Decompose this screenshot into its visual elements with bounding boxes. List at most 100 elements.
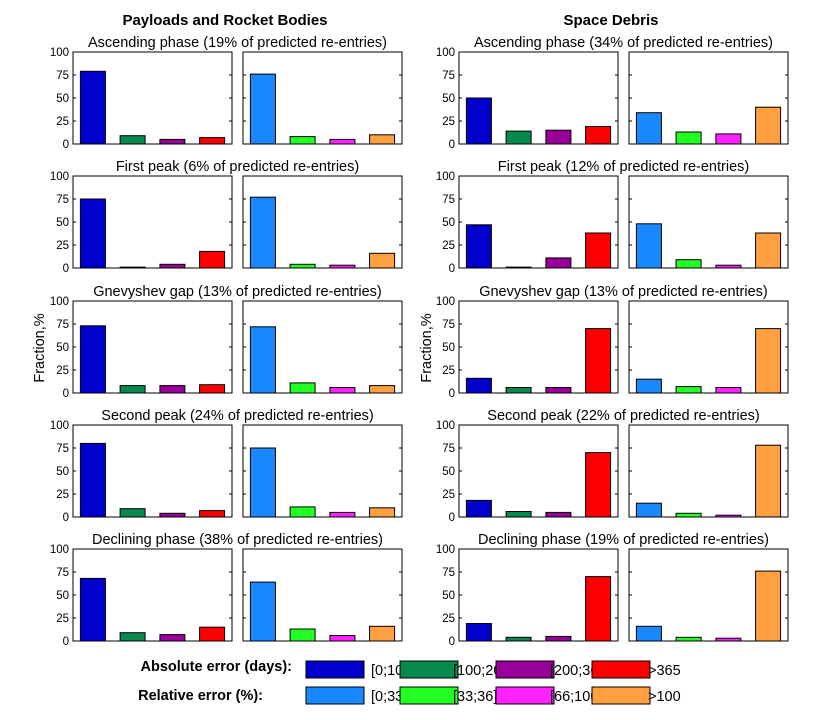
bar [505,130,532,145]
y-tick-label: 75 [56,70,69,82]
legend-rel-heading: Relative error (%): [138,688,263,704]
y-tick-label: 50 [56,93,69,105]
y-tick-label: 75 [56,443,69,455]
bar [289,263,316,269]
y-tick-label: 50 [442,590,455,602]
y-tick-label: 100 [436,171,455,183]
bar [465,499,492,518]
bar [755,570,782,642]
bar [369,252,396,269]
bar [635,502,662,518]
bar [585,576,612,642]
bar [465,623,492,642]
y-tick-label: 25 [56,240,69,252]
panel-title: Ascending phase (34% of predicted re-ent… [474,35,773,51]
bar [505,266,532,269]
panel-title: Second peak (24% of predicted re-entries… [101,408,373,424]
y-tick-label: 100 [50,171,69,183]
bar [199,250,226,269]
bar [199,137,226,145]
bar [755,444,782,518]
bar [675,636,702,642]
bar [369,625,396,642]
legend-label: [66;100] [550,689,602,705]
legend-swatch [591,686,651,705]
bar [755,106,782,145]
bar [715,264,742,269]
bar [545,387,572,394]
y-tick-label: 0 [63,636,69,648]
bar [289,506,316,518]
bar [545,511,572,518]
bar [585,452,612,518]
bar [119,266,146,269]
y-tick-label: 0 [63,139,69,151]
y-tick-label: 75 [56,567,69,579]
y-axis-label-right: Fraction,% [419,313,435,382]
bar [79,577,106,642]
y-tick-label: 0 [449,139,455,151]
legend-swatch [399,686,459,705]
bar [119,632,146,642]
bar [289,382,316,394]
bar [675,386,702,394]
bar [715,637,742,642]
bar [465,97,492,145]
bar [329,635,356,642]
y-tick-label: 75 [442,443,455,455]
panel-title: Declining phase (38% of predicted re-ent… [92,532,383,548]
bar [329,138,356,145]
y-tick-label: 50 [442,342,455,354]
bar [159,634,186,642]
bar [675,259,702,269]
y-axis-label-left: Fraction,% [32,313,48,382]
y-tick-label: 25 [442,489,455,501]
y-tick-label: 100 [436,296,455,308]
bar [715,133,742,145]
bar [79,70,106,145]
legend-label: [0;33] [371,689,407,705]
y-tick-label: 50 [56,466,69,478]
bar [199,626,226,642]
bar [249,326,276,394]
y-tick-label: 25 [442,240,455,252]
y-tick-label: 100 [50,420,69,432]
y-tick-label: 0 [63,388,69,400]
bar [585,328,612,394]
y-tick-label: 0 [449,636,455,648]
bar [329,264,356,269]
y-tick-label: 50 [442,93,455,105]
legend-abs-heading: Absolute error (days): [141,659,292,675]
bar [369,134,396,145]
y-tick-label: 50 [442,217,455,229]
bar [465,377,492,394]
y-tick-label: 75 [442,567,455,579]
y-tick-label: 50 [56,217,69,229]
panel-title: First peak (12% of predicted re-entries) [498,159,749,175]
legend-swatch [399,660,459,679]
legend-swatch [495,660,555,679]
y-tick-label: 100 [436,544,455,556]
y-tick-label: 0 [449,512,455,524]
panel-title: Second peak (22% of predicted re-entries… [487,408,759,424]
y-tick-label: 75 [56,319,69,331]
bar [199,384,226,394]
y-tick-label: 50 [56,342,69,354]
panel-title: Declining phase (19% of predicted re-ent… [478,532,769,548]
y-tick-label: 100 [436,47,455,59]
legend-label: >100 [648,689,681,705]
y-tick-label: 100 [50,544,69,556]
bar [79,325,106,394]
y-tick-label: 50 [442,466,455,478]
bar [119,135,146,145]
y-tick-label: 25 [442,365,455,377]
bar [585,232,612,269]
bar [249,581,276,642]
bar [465,224,492,269]
bar [159,138,186,145]
bar [249,73,276,145]
bar [289,136,316,145]
bar [755,328,782,394]
bar [635,625,662,642]
col-title-right: Space Debris [563,12,658,29]
